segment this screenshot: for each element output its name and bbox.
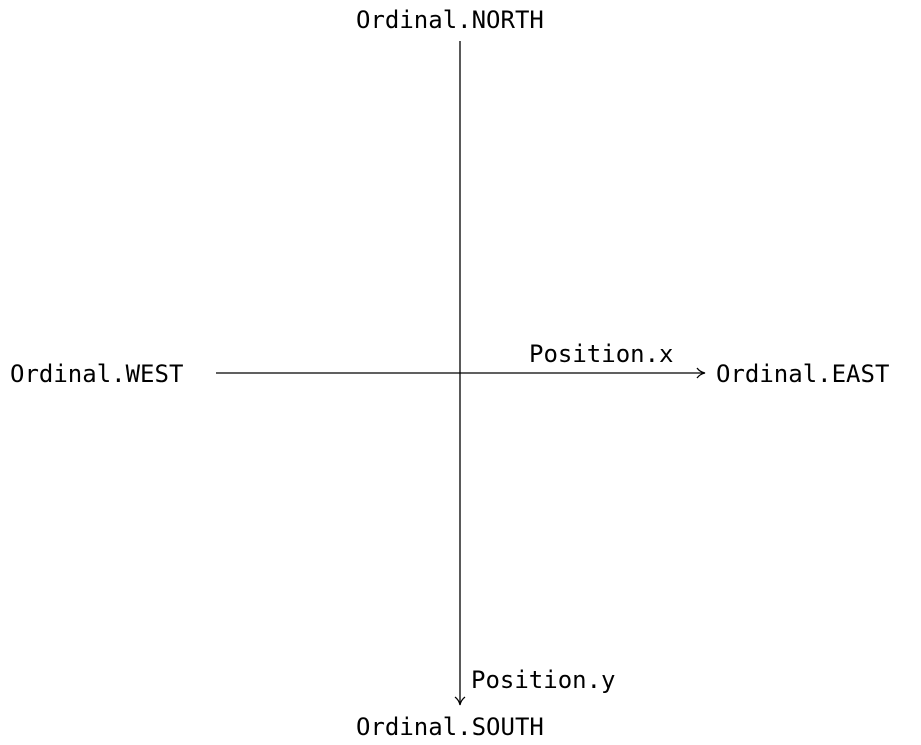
ordinal-west-label: Ordinal.WEST [10,360,184,388]
position-y-label: Position.y [471,666,616,694]
ordinal-south-label: Ordinal.SOUTH [356,713,544,741]
position-x-arrowhead [696,367,706,379]
position-x-label: Position.x [529,340,674,368]
ordinal-east-label: Ordinal.EAST [716,360,890,388]
position-y-arrowhead [454,696,466,706]
ordinal-north-label: Ordinal.NORTH [356,6,544,34]
